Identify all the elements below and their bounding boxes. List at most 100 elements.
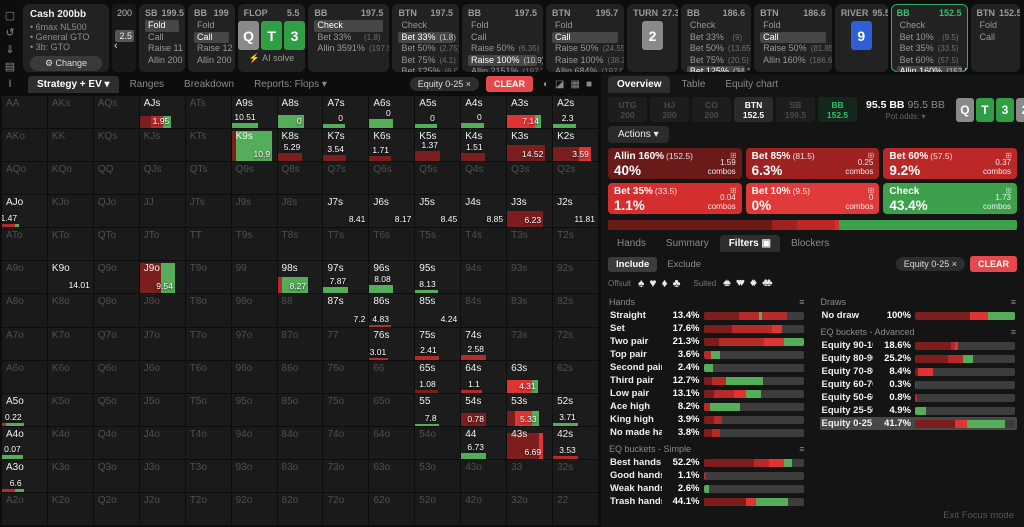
matrix-cell-73o[interactable]: 73o bbox=[323, 459, 369, 492]
stat-row-set[interactable]: Set 17.6% bbox=[608, 322, 806, 335]
card-3c[interactable]: 3 bbox=[284, 21, 306, 50]
matrix-cell-A4o[interactable]: A4o 0.07 bbox=[2, 426, 47, 459]
stat-row-equity-60-70[interactable]: Equity 60-70 0.3% bbox=[820, 378, 1018, 391]
matrix-cell-96o[interactable]: 96o bbox=[231, 360, 277, 393]
stat-row-no-made-hand[interactable]: No made hand 3.8% bbox=[608, 426, 806, 439]
split-view-icon[interactable]: ◪ bbox=[555, 78, 565, 90]
action-card-bet-35-[interactable]: Bet 35% (33.5) ⊞ 1.1% 0.04 combos bbox=[608, 183, 742, 214]
action-option-check[interactable]: Check bbox=[687, 20, 745, 32]
action-option-bet-75-[interactable]: Bet 75% (4.1) bbox=[398, 55, 455, 67]
matrix-cell-42s[interactable]: 42s 3.53 bbox=[553, 426, 598, 459]
matrix-cell-K6o[interactable]: K6o bbox=[47, 360, 93, 393]
stat-row-top-pair[interactable]: Top pair 3.6% bbox=[608, 348, 806, 361]
action-card-bet-60-[interactable]: Bet 60% (57.5) ⊞ 9.2% 0.37 combos bbox=[883, 148, 1017, 179]
matrix-cell-ATo[interactable]: ATo bbox=[2, 228, 47, 261]
matrix-cell-T2s[interactable]: T2s bbox=[553, 228, 598, 261]
collapse-chevron-icon[interactable]: ‹ bbox=[114, 40, 118, 52]
matrix-cell-32s[interactable]: 32s bbox=[553, 459, 598, 492]
matrix-cell-64s[interactable]: 64s 1.1 bbox=[461, 360, 507, 393]
matrix-cell-82s[interactable]: 82s bbox=[553, 294, 598, 327]
matrix-cell-K4s[interactable]: K4s 1.51 bbox=[461, 129, 507, 162]
stat-row-no-draw[interactable]: No draw 100% bbox=[820, 309, 1018, 322]
action-option-allin-2151-[interactable]: Allin 2151%(197.5) bbox=[468, 66, 543, 72]
matrix-cell-AKo[interactable]: AKo bbox=[2, 129, 47, 162]
matrix-cell-94o[interactable]: 94o bbox=[231, 426, 277, 459]
ai-solve-button[interactable]: ⚡ AI solve bbox=[248, 53, 295, 63]
more-actions-ellipsis[interactable]: ⋯ bbox=[924, 63, 935, 72]
chip-close-icon[interactable]: × bbox=[951, 259, 957, 269]
matrix-cell-T4o[interactable]: T4o bbox=[185, 426, 231, 459]
matrix-cell-T6s[interactable]: T6s bbox=[369, 228, 415, 261]
stat-row-equity-90-100[interactable]: Equity 90-100 18.6% bbox=[820, 339, 1018, 352]
matrix-cell-T5s[interactable]: T5s bbox=[415, 228, 461, 261]
action-option-allin-684-[interactable]: Allin 684%(197.5) bbox=[552, 66, 624, 72]
tab-overview[interactable]: Overview bbox=[608, 75, 671, 93]
section-sort-icon[interactable]: ≡ bbox=[1010, 297, 1016, 307]
matrix-cell-KJs[interactable]: KJs bbox=[139, 129, 185, 162]
heart-icon[interactable]: ♥ bbox=[649, 276, 657, 290]
matrix-cell-Q7o[interactable]: Q7o bbox=[93, 327, 139, 360]
matrix-cell-J5o[interactable]: J5o bbox=[139, 393, 185, 426]
chip-close-icon[interactable]: × bbox=[465, 79, 471, 89]
matrix-cell-Q8o[interactable]: Q8o bbox=[93, 294, 139, 327]
matrix-cell-A4s[interactable]: A4s 0 bbox=[461, 96, 507, 129]
matrix-cell-JTs[interactable]: JTs bbox=[185, 195, 231, 228]
include-toggle[interactable]: Include bbox=[608, 256, 658, 272]
stat-row-straight[interactable]: Straight 13.4% bbox=[608, 309, 806, 322]
action-option-allin-160-[interactable]: Allin 160%(186.6) bbox=[760, 55, 832, 67]
matrix-cell-AQo[interactable]: AQo bbox=[2, 162, 47, 195]
position-chip-hj[interactable]: HJ 200 bbox=[650, 97, 689, 122]
matrix-cell-J7o[interactable]: J7o bbox=[139, 327, 185, 360]
action-option-check[interactable]: Check bbox=[314, 20, 384, 32]
pot-odds-caret-icon[interactable]: ▾ bbox=[921, 111, 926, 121]
action-option-allin-3591-[interactable]: Allin 3591%(197.5) bbox=[314, 43, 389, 55]
matrix-cell-A2o[interactable]: A2o bbox=[2, 492, 47, 525]
matrix-cell-74o[interactable]: 74o bbox=[323, 426, 369, 459]
matrix-cell-T8s[interactable]: T8s bbox=[277, 228, 323, 261]
matrix-cell-KTo[interactable]: KTo bbox=[47, 228, 93, 261]
matrix-cell-87s[interactable]: 87s 7.2 bbox=[323, 294, 369, 327]
matrix-cell-52o[interactable]: 52o bbox=[415, 492, 461, 525]
action-option-allin-200[interactable]: Allin 200 bbox=[194, 55, 232, 67]
matrix-cell-97s[interactable]: 97s 7.87 bbox=[323, 261, 369, 294]
matrix-cell-93s[interactable]: 93s bbox=[507, 261, 553, 294]
stat-row-weak-hands[interactable]: Weak hands 2.6% bbox=[608, 482, 806, 495]
action-option-call[interactable]: Call bbox=[552, 31, 619, 43]
matrix-cell-72o[interactable]: 72o bbox=[323, 492, 369, 525]
card-Tc[interactable]: T bbox=[261, 21, 283, 50]
matrix-cell-JTo[interactable]: JTo bbox=[139, 228, 185, 261]
matrix-cell-J2s[interactable]: J2s 11.81 bbox=[553, 195, 598, 228]
matrix-cell-Q9o[interactable]: Q9o bbox=[93, 261, 139, 294]
spade-icon[interactable]: ♠ bbox=[637, 276, 645, 290]
matrix-cell-K6s[interactable]: K6s 1.71 bbox=[369, 129, 415, 162]
matrix-cell-52s[interactable]: 52s 3.71 bbox=[553, 393, 598, 426]
matrix-cell-J7s[interactable]: J7s 8.41 bbox=[323, 195, 369, 228]
tab-equity-chart[interactable]: Equity chart bbox=[725, 78, 779, 90]
action-option-bet-60-[interactable]: Bet 60% (57.5) bbox=[897, 55, 962, 67]
matrix-cell-KQs[interactable]: KQs bbox=[93, 129, 139, 162]
position-chip-sb[interactable]: SB 199.5 bbox=[776, 97, 815, 122]
stat-row-best-hands[interactable]: Best hands 52.2% bbox=[608, 456, 806, 469]
matrix-cell-AJo[interactable]: AJo 1.47 bbox=[2, 195, 47, 228]
matrix-cell-J5s[interactable]: J5s 8.45 bbox=[415, 195, 461, 228]
matrix-cell-K3s[interactable]: K3s 14.52 bbox=[507, 129, 553, 162]
matrix-cell-62s[interactable]: 62s bbox=[553, 360, 598, 393]
matrix-cell-83o[interactable]: 83o bbox=[277, 459, 323, 492]
matrix-cell-T7o[interactable]: T7o bbox=[185, 327, 231, 360]
matrix-cell-82o[interactable]: 82o bbox=[277, 492, 323, 525]
card-Qs[interactable]: Q bbox=[238, 21, 260, 50]
matrix-cell-Q3o[interactable]: Q3o bbox=[93, 459, 139, 492]
matrix-cell-75o[interactable]: 75o bbox=[323, 393, 369, 426]
action-option-raise-100-[interactable]: Raise 100% (10.9) bbox=[467, 54, 543, 66]
matrix-cell-83s[interactable]: 83s bbox=[507, 294, 553, 327]
matrix-cell-87o[interactable]: 87o bbox=[277, 327, 323, 360]
suited-club-icon[interactable]: ♣♣ bbox=[762, 277, 773, 289]
stat-row-ace-high[interactable]: Ace high 8.2% bbox=[608, 400, 806, 413]
action-option-bet-75-[interactable]: Bet 75% (20.5) bbox=[687, 55, 749, 67]
matrix-cell-K5o[interactable]: K5o bbox=[47, 393, 93, 426]
matrix-cell-Q3s[interactable]: Q3s bbox=[507, 162, 553, 195]
matrix-cell-Q9s[interactable]: Q9s bbox=[231, 162, 277, 195]
matrix-cell-T3o[interactable]: T3o bbox=[185, 459, 231, 492]
matrix-cell-Q4s[interactable]: Q4s bbox=[461, 162, 507, 195]
matrix-filter-chip[interactable]: Equity 0-25 × bbox=[409, 77, 479, 91]
